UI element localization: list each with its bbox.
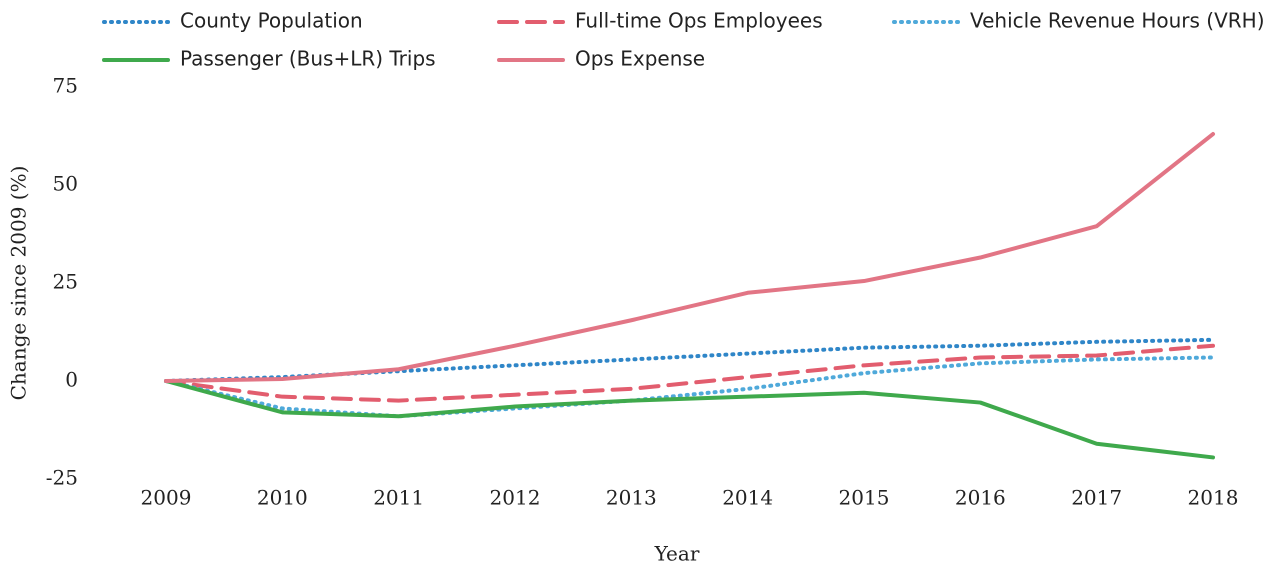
x-tick-label: 2013 bbox=[606, 486, 657, 510]
legend-label: Full-time Ops Employees bbox=[575, 9, 823, 33]
x-tick-label: 2011 bbox=[373, 486, 424, 510]
x-tick-label: 2016 bbox=[955, 486, 1006, 510]
x-tick-label: 2010 bbox=[257, 486, 308, 510]
x-tick-label: 2012 bbox=[490, 486, 541, 510]
x-axis-title: Year bbox=[654, 542, 700, 566]
y-tick-label: 0 bbox=[65, 368, 78, 392]
x-tick-label: 2018 bbox=[1188, 486, 1239, 510]
y-tick-label: 50 bbox=[53, 172, 78, 196]
x-tick-label: 2014 bbox=[722, 486, 773, 510]
y-tick-label: 75 bbox=[53, 74, 78, 98]
x-tick-label: 2015 bbox=[839, 486, 890, 510]
x-tick-label: 2009 bbox=[141, 486, 192, 510]
x-tick-label: 2017 bbox=[1071, 486, 1122, 510]
y-axis-title: Change since 2009 (%) bbox=[7, 166, 31, 401]
series-line bbox=[164, 132, 1215, 383]
y-tick-label: -25 bbox=[46, 466, 78, 490]
legend-label: Vehicle Revenue Hours (VRH) bbox=[970, 9, 1265, 33]
legend-label: Ops Expense bbox=[575, 47, 705, 71]
legend-label: Passenger (Bus+LR) Trips bbox=[180, 47, 436, 71]
y-tick-label: 25 bbox=[53, 270, 78, 294]
series-line bbox=[164, 343, 1215, 403]
series-line bbox=[164, 379, 1215, 460]
series-line bbox=[164, 355, 1215, 419]
legend-label: County Population bbox=[180, 9, 363, 33]
